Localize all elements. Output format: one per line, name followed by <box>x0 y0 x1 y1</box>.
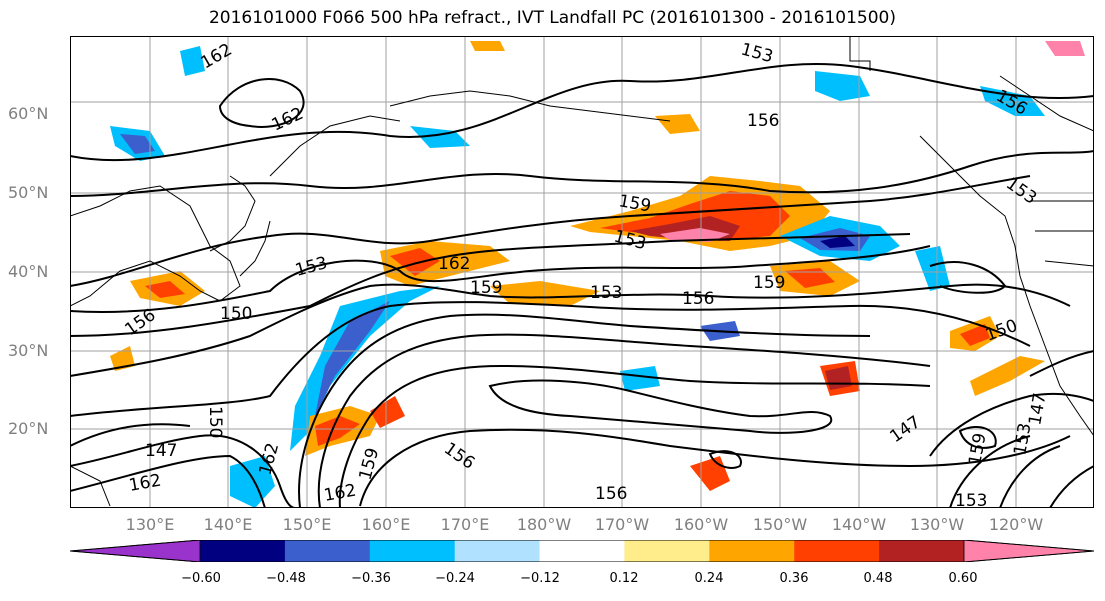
map-title: 2016101000 F066 500 hPa refract., IVT La… <box>208 8 896 28</box>
contour-label: 150 <box>220 304 252 324</box>
lon-label: 150°E <box>282 515 332 534</box>
colorbar-segment <box>879 540 965 562</box>
colorbar-tick: −0.48 <box>266 571 306 586</box>
contour-label: 162 <box>256 441 284 478</box>
anomaly-patch <box>315 301 390 416</box>
lon-label: 160°W <box>673 515 729 534</box>
lat-label: 60°N <box>8 104 49 123</box>
colorbar-segment <box>539 540 625 562</box>
contour-label: 153 <box>293 253 330 281</box>
contour-label: 153 <box>739 40 776 68</box>
anomaly-patch <box>820 236 855 248</box>
contour-label: 147 <box>1025 391 1050 426</box>
colorbar-tick: 0.24 <box>694 571 724 586</box>
colorbar-tick: 0.48 <box>863 571 893 586</box>
lon-label: 180°W <box>516 515 572 534</box>
colorbar-tick: −0.24 <box>435 571 475 586</box>
colorbar-tick: 0.36 <box>779 571 809 586</box>
anomaly-patch <box>145 281 185 298</box>
lon-label: 130°W <box>909 515 965 534</box>
colorbar-segment <box>624 540 710 562</box>
colorbar-segment <box>454 540 541 562</box>
anomaly-patch <box>655 114 700 134</box>
colorbar-segment <box>284 540 371 562</box>
contour-label: 156 <box>440 439 478 474</box>
colorbar-tick: 0.60 <box>948 571 978 586</box>
anomaly-patch <box>660 228 730 242</box>
colorbar-tick: 0.12 <box>609 571 639 586</box>
lon-label: 130°E <box>125 515 175 534</box>
anomaly-patch <box>390 248 440 276</box>
lon-label: 120°W <box>988 515 1044 534</box>
colorbar-segment <box>369 540 456 562</box>
contour-label: 147 <box>886 412 924 447</box>
lon-label: 140°E <box>203 515 253 534</box>
contour-label: 159 <box>753 273 785 293</box>
lon-label: 160°E <box>361 515 411 534</box>
contour-label: 159 <box>965 431 990 466</box>
colorbar-segment <box>709 540 795 562</box>
anomaly-patch <box>815 71 870 101</box>
colorbar-segment <box>70 540 200 562</box>
anomaly-patch <box>120 134 155 154</box>
height-contours <box>70 62 1094 508</box>
contour-label: 162 <box>127 471 162 496</box>
lat-label: 30°N <box>8 341 49 360</box>
lat-label: 40°N <box>8 262 49 281</box>
contour-label: 159 <box>470 278 502 298</box>
contour-label: 159 <box>356 446 384 483</box>
anomaly-patch <box>915 246 950 291</box>
contour-label: 156 <box>682 289 714 309</box>
colorbar-segment <box>794 540 880 562</box>
lon-label: 150°W <box>752 515 808 534</box>
anomaly-patch <box>490 281 600 306</box>
map-frame <box>70 36 1094 508</box>
anomaly-patch <box>620 366 660 391</box>
anomaly-patch <box>180 46 205 76</box>
colorbar-tick: −0.12 <box>520 571 560 586</box>
shaded-anomalies <box>110 41 1085 508</box>
contour-label: 156 <box>747 111 779 131</box>
anomaly-patch <box>970 356 1045 396</box>
contour-label: 147 <box>145 441 177 461</box>
colorbar-segment <box>200 540 286 562</box>
contour-label: 162 <box>438 254 470 274</box>
map-panel: 162 162 153 156 156 153 159 153 162 153 … <box>70 36 1094 508</box>
lon-label: 170°E <box>440 515 490 534</box>
contour-label: 153 <box>955 491 987 508</box>
graticule <box>70 36 1094 508</box>
anomaly-patch <box>690 456 730 491</box>
anomaly-patch <box>1045 41 1085 56</box>
lon-label: 170°W <box>594 515 650 534</box>
colorbar-tick: −0.60 <box>181 571 221 586</box>
lon-label: 140°W <box>831 515 887 534</box>
anomaly-patch <box>110 346 135 371</box>
lat-label: 20°N <box>8 419 49 438</box>
contour-label: 162 <box>269 104 307 136</box>
anomaly-patch <box>315 416 360 446</box>
colorbar-segment <box>964 540 1094 562</box>
contour-label: 162 <box>322 481 357 506</box>
anomaly-patch <box>470 41 505 51</box>
anomaly-patch <box>785 268 835 288</box>
anomaly-patch <box>370 396 405 428</box>
contour-label: 156 <box>595 484 627 504</box>
colorbar <box>70 540 1094 562</box>
contour-labels: 162 162 153 156 156 153 159 153 162 153 … <box>121 40 1050 508</box>
anomaly-patch <box>960 324 990 346</box>
anomaly-patch <box>230 456 275 508</box>
contour-label: 153 <box>590 283 622 303</box>
lat-label: 50°N <box>8 183 49 202</box>
colorbar-tick: −0.36 <box>351 571 391 586</box>
contour-label: 150 <box>205 406 225 438</box>
